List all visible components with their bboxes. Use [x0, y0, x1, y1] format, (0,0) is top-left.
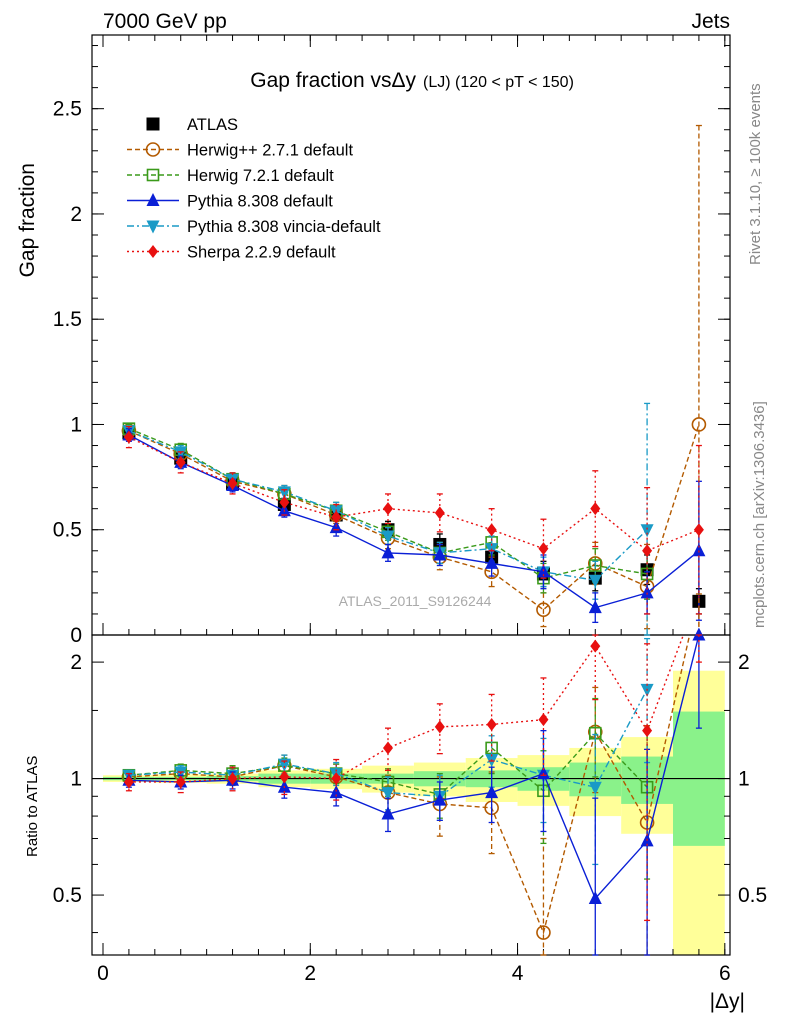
header-right-label: Jets — [691, 10, 730, 33]
ratio-point-pythia-8-308-default — [329, 785, 343, 799]
legend-label-pythia-8-308-default: Pythia 8.308 default — [187, 193, 333, 211]
series-line-pythia-8-308-default — [128, 434, 700, 609]
ratio-tick-label-right: 1 — [738, 768, 750, 791]
data-point-sherpa-2-2-9-default — [538, 542, 549, 556]
data-point-herwig-7-2-1-default — [588, 559, 602, 572]
data-point-pythia-8-308-vincia-default — [381, 530, 395, 544]
ratio-tick-label-left: 2 — [70, 651, 82, 674]
ratio-tick-label-right: 2 — [738, 651, 750, 674]
data-point-pythia-8-308-default — [329, 520, 343, 534]
ratio-point-sherpa-2-2-9-default — [279, 770, 290, 784]
data-point-sherpa-2-2-9-default — [175, 455, 186, 469]
ratio-point-pythia-8-308-vincia-default — [277, 758, 291, 772]
ratio-point-sherpa-2-2-9-default — [227, 772, 238, 786]
ratio-point-sherpa-2-2-9-default — [642, 724, 653, 738]
legend-label-herwig-7-2-1-default: Herwig 7.2.1 default — [187, 167, 334, 185]
ratio-tick-label-left: 0.5 — [53, 884, 82, 907]
data-point-pythia-8-308-default — [588, 600, 602, 614]
data-point-herwig-2-7-1-default — [691, 417, 707, 432]
chart-title-suffix: (LJ) (120 < pT < 150) — [423, 74, 574, 91]
ratio-plot-frame — [91, 634, 731, 956]
data-point-pythia-8-308-default — [485, 555, 499, 569]
axis-ticks: 0 2 4 6 0 0.5 1 1.5 2 2.5 0.5 0.5 1 1 2 2 — [53, 35, 767, 985]
ratio-point-pythia-8-308-default — [588, 890, 602, 904]
legend-marker-herwig-2-7-1-default — [145, 142, 161, 157]
data-point-pythia-8-308-default — [692, 543, 706, 557]
legend-marker-atlas — [146, 117, 160, 131]
ratio-point-sherpa-2-2-9-default — [434, 720, 445, 734]
data-point-sherpa-2-2-9-default — [279, 495, 290, 509]
y-tick-label: 0.5 — [53, 519, 82, 542]
ratio-point-pythia-8-308-vincia-default — [588, 781, 602, 795]
y-tick-label: 0 — [70, 624, 82, 647]
ratio-point-pythia-8-308-default — [381, 806, 395, 820]
legend-label-pythia-8-308-vincia-default: Pythia 8.308 vincia-default — [187, 218, 381, 236]
data-point-pythia-8-308-vincia-default — [277, 486, 291, 500]
ratio-line-pythia-8-308-vincia-default — [128, 689, 648, 798]
x-axis-label: |Δy| — [710, 990, 745, 1013]
data-point-sherpa-2-2-9-default — [693, 523, 704, 537]
y-axis-label: Gap fraction — [16, 163, 39, 277]
legend-marker-pythia-8-308-vincia-default — [146, 220, 160, 234]
ratio-y-axis-label: Ratio to ATLAS — [24, 756, 41, 857]
ratio-tick-label-left: 1 — [70, 768, 82, 791]
data-point-pythia-8-308-default — [433, 547, 447, 561]
legend-marker-herwig-7-2-1-default — [146, 168, 160, 182]
ratio-tick-label-right: 0.5 — [738, 884, 767, 907]
x-tick-label: 2 — [304, 962, 316, 985]
legend-marker-pythia-8-308-default — [146, 193, 160, 206]
data-point-pythia-8-308-default — [640, 585, 654, 599]
ratio-point-herwig-2-7-1-default — [536, 925, 551, 940]
ratio-point-sherpa-2-2-9-default — [331, 772, 342, 786]
ratio-point-sherpa-2-2-9-default — [590, 639, 601, 653]
ratio-point-pythia-8-308-default — [536, 766, 550, 780]
header-left-label: 7000 GeV pp — [103, 10, 227, 33]
ratio-line-herwig-2-7-1-default — [128, 635, 691, 935]
ratio-series-group — [121, 593, 706, 956]
ratio-line-pythia-8-308-default — [128, 635, 700, 900]
y-tick-label: 2 — [70, 203, 82, 226]
ratio-point-sherpa-2-2-9-default — [538, 713, 549, 727]
ratio-point-sherpa-2-2-9-default — [383, 741, 393, 755]
ratio-point-pythia-8-308-default — [485, 785, 499, 799]
data-point-sherpa-2-2-9-default — [486, 523, 497, 537]
data-point-sherpa-2-2-9-default — [227, 476, 238, 490]
data-point-sherpa-2-2-9-default — [590, 502, 601, 516]
x-tick-label: 6 — [719, 962, 731, 985]
y-tick-label: 1 — [70, 413, 82, 436]
legend-label-sherpa-2-2-9-default: Sherpa 2.2.9 default — [187, 244, 336, 262]
ratio-point-sherpa-2-2-9-default — [123, 775, 134, 789]
ratio-point-sherpa-2-2-9-default — [486, 717, 497, 731]
data-point-pythia-8-308-vincia-default — [640, 524, 654, 538]
ratio-point-pythia-8-308-vincia-default — [381, 787, 395, 801]
series-line-herwig-2-7-1-default — [128, 424, 700, 611]
y-tick-label: 1.5 — [53, 308, 82, 331]
main-series-group — [121, 124, 707, 636]
data-point-sherpa-2-2-9-default — [123, 430, 134, 444]
analysis-watermark: ATLAS_2011_S9126244 — [339, 593, 492, 609]
x-tick-label: 4 — [512, 962, 524, 985]
data-point-sherpa-2-2-9-default — [434, 506, 445, 520]
series-line-sherpa-2-2-9-default — [128, 436, 700, 552]
x-tick-label: 0 — [97, 962, 109, 985]
ratio-point-pythia-8-308-default — [433, 792, 447, 806]
data-point-sherpa-2-2-9-default — [642, 544, 653, 558]
data-point-pythia-8-308-default — [381, 545, 395, 559]
y-tick-label: 2.5 — [53, 98, 82, 121]
legend-marker-sherpa-2-2-9-default — [148, 245, 158, 258]
data-point-herwig-2-7-1-default — [536, 602, 551, 618]
chart-title: Gap fraction vsΔy — [250, 69, 416, 92]
legend-label-herwig-2-7-1-default: Herwig++ 2.7.1 default — [187, 142, 353, 160]
legend-label-atlas: ATLAS — [187, 116, 238, 134]
ratio-point-sherpa-2-2-9-default — [175, 775, 186, 789]
data-point-sherpa-2-2-9-default — [383, 502, 393, 516]
mcplots-label: mcplots.cern.ch [arXiv:1306.3436] — [751, 401, 768, 628]
ratio-point-pythia-8-308-default — [692, 627, 706, 641]
rivet-version-label: Rivet 3.1.10, ≥ 100k events — [747, 83, 764, 265]
legend: ATLAS Herwig++ 2.7.1 default Herwig 7.2.1 … — [127, 116, 381, 262]
data-point-pythia-8-308-vincia-default — [588, 574, 602, 588]
data-point-sherpa-2-2-9-default — [331, 510, 342, 524]
ratio-line-sherpa-2-2-9-default — [128, 635, 685, 783]
